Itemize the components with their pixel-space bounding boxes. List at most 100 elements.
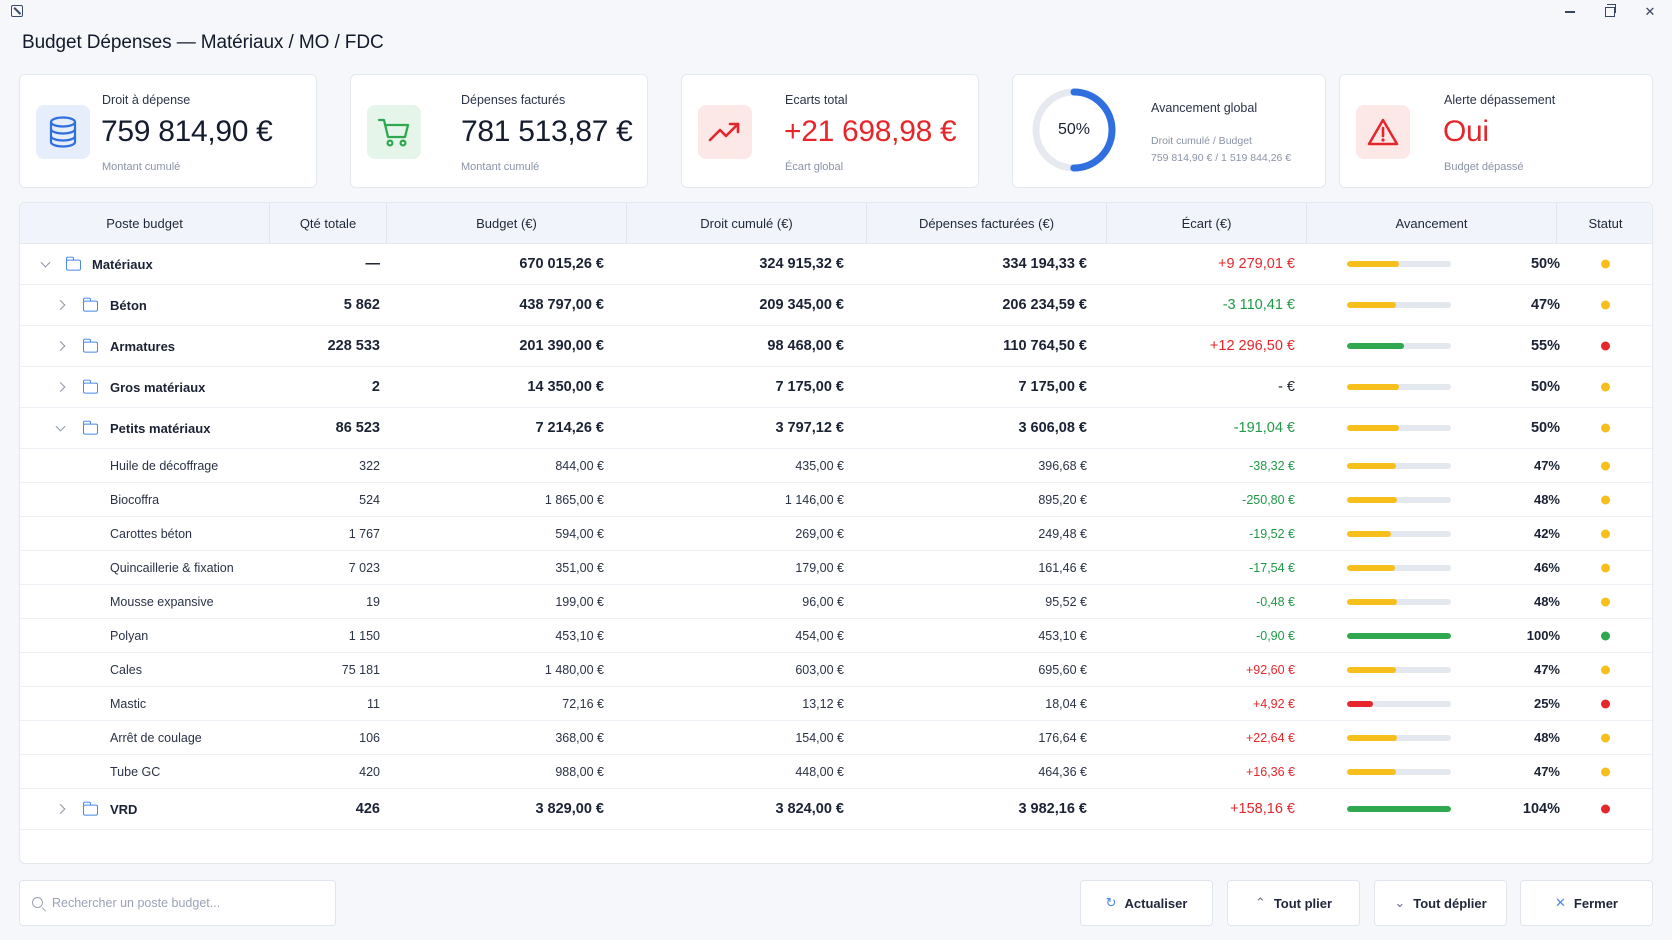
row-droit: 448,00 € — [795, 764, 844, 779]
row-depenses: 7 175,00 € — [1018, 379, 1087, 395]
kpi-value: 781 513,87 € — [461, 115, 633, 148]
row-ecart: -0,48 € — [1256, 594, 1295, 609]
row-budget: 199,00 € — [555, 594, 604, 609]
table-row[interactable]: VRD 426 3 829,00 € 3 824,00 € 3 982,16 € +158… — [20, 789, 1652, 830]
row-ecart: -19,52 € — [1249, 526, 1295, 541]
row-name: Quincaillerie & fixation — [110, 560, 234, 575]
chevron-right-icon[interactable] — [55, 804, 66, 814]
kpi-sub-values: 759 814,90 € / 1 519 844,26 € — [1151, 152, 1292, 164]
progress-bar — [1347, 734, 1451, 741]
window-close-button[interactable]: ✕ — [1636, 2, 1664, 22]
row-budget: 351,00 € — [555, 560, 604, 575]
table-row[interactable]: Armatures 228 533 201 390,00 € 98 468,00 € 1… — [20, 326, 1652, 367]
row-depenses: 464,36 € — [1038, 764, 1087, 779]
progress-fill — [1347, 384, 1399, 390]
refresh-button[interactable]: ↻ Actualiser — [1080, 880, 1213, 926]
collapse-all-button[interactable]: ⌃ Tout plier — [1227, 880, 1360, 926]
chevron-right-icon[interactable] — [55, 382, 66, 392]
status-dot — [1601, 631, 1610, 640]
row-qty: 5 862 — [343, 297, 380, 313]
row-depenses: 895,20 € — [1038, 492, 1087, 507]
collapse-all-label: Tout plier — [1273, 895, 1333, 911]
progress-fill — [1347, 564, 1395, 571]
database-icon — [36, 105, 90, 159]
row-budget: 3 829,00 € — [535, 801, 604, 817]
row-qty: 426 — [355, 801, 380, 817]
kpi-label: Droit à dépense — [102, 93, 191, 107]
restore-button[interactable] — [1596, 2, 1624, 22]
column-header[interactable]: Écart (€) — [1107, 203, 1307, 244]
row-qty: 7 023 — [348, 560, 380, 575]
row-depenses: 3 606,08 € — [1018, 420, 1087, 436]
minimize-icon — [1565, 11, 1575, 13]
table-row[interactable]: Huile de décoffrage 322 844,00 € 435,00 € 39… — [20, 449, 1652, 483]
row-budget: 988,00 € — [555, 764, 604, 779]
table-row[interactable]: Quincaillerie & fixation 7 023 351,00 € 179… — [20, 551, 1652, 585]
row-budget: 1 865,00 € — [544, 492, 604, 507]
kpi-card-avancement: 50% Avancement global Droit cumulé / Bud… — [1012, 74, 1326, 188]
column-header[interactable]: Budget (€) — [387, 203, 627, 244]
column-header[interactable]: Qté totale — [270, 203, 387, 244]
row-depenses: 206 234,59 € — [1002, 297, 1087, 313]
chevron-down-icon[interactable] — [40, 257, 51, 268]
chevron-right-icon[interactable] — [55, 341, 66, 351]
kpi-card-alerte: Alerte dépassement Oui Budget dépassé — [1339, 74, 1653, 188]
status-dot — [1601, 804, 1610, 814]
table-row[interactable]: Carottes béton 1 767 594,00 € 269,00 € 249,4… — [20, 517, 1652, 551]
status-dot — [1601, 259, 1610, 269]
minimize-button[interactable] — [1556, 2, 1584, 22]
chevron-down-icon[interactable] — [55, 421, 66, 432]
close-icon: ✕ — [1555, 895, 1566, 910]
status-dot — [1601, 767, 1610, 776]
table-row[interactable]: Mastic 11 72,16 € 13,12 € 18,04 € +4,92 € 25% — [20, 687, 1652, 721]
table-row[interactable]: Biocoffra 524 1 865,00 € 1 146,00 € 895,20 €… — [20, 483, 1652, 517]
table-row[interactable]: Polyan 1 150 453,10 € 454,00 € 453,10 € -0,90… — [20, 619, 1652, 653]
row-depenses: 110 764,50 € — [1003, 338, 1087, 354]
column-header[interactable]: Avancement — [1307, 203, 1557, 244]
row-ecart: +9 279,01 € — [1217, 256, 1295, 272]
search-input[interactable] — [52, 881, 332, 925]
row-budget: 438 797,00 € — [519, 297, 604, 313]
row-percent: 25% — [1533, 696, 1560, 711]
expand-all-button[interactable]: ⌄ Tout déplier — [1374, 880, 1507, 926]
progress-donut — [1032, 88, 1116, 172]
kpi-label: Ecarts total — [785, 93, 848, 107]
table-row[interactable]: Mousse expansive 19 199,00 € 96,00 € 95,52 €… — [20, 585, 1652, 619]
status-dot — [1601, 563, 1610, 572]
row-percent: 48% — [1533, 730, 1560, 745]
table-row[interactable]: Matériaux — 670 015,26 € 324 915,32 € 334 19… — [20, 244, 1652, 285]
progress-fill — [1347, 700, 1373, 707]
status-dot — [1601, 300, 1610, 310]
row-percent: 46% — [1533, 560, 1560, 575]
close-button[interactable]: ✕ Fermer — [1520, 880, 1653, 926]
search-box[interactable] — [19, 880, 336, 926]
row-percent: 42% — [1533, 526, 1560, 541]
table-row[interactable]: Gros matériaux 2 14 350,00 € 7 175,00 € 7 17… — [20, 367, 1652, 408]
row-depenses: 18,04 € — [1045, 696, 1087, 711]
row-droit: 324 915,32 € — [759, 256, 844, 272]
row-ecart: +92,60 € — [1245, 662, 1295, 677]
refresh-label: Actualiser — [1124, 895, 1188, 911]
donut-percent: 50% — [1057, 121, 1091, 138]
table-row[interactable]: Tube GC 420 988,00 € 448,00 € 464,36 € +16,36… — [20, 755, 1652, 789]
expand-all-label: Tout déplier — [1413, 895, 1487, 911]
row-droit: 3 824,00 € — [775, 801, 844, 817]
column-header[interactable]: Dépenses facturées (€) — [867, 203, 1107, 244]
column-header[interactable]: Poste budget — [20, 203, 270, 244]
table-row[interactable]: Béton 5 862 438 797,00 € 209 345,00 € 206 23… — [20, 285, 1652, 326]
row-depenses: 334 194,33 € — [1002, 256, 1087, 272]
column-header[interactable]: Statut — [1588, 216, 1623, 231]
row-budget: 594,00 € — [555, 526, 604, 541]
row-name: VRD — [110, 801, 138, 817]
row-name: Cales — [110, 662, 142, 677]
chevron-right-icon[interactable] — [55, 300, 66, 310]
row-budget: 1 480,00 € — [544, 662, 604, 677]
column-header[interactable]: Droit cumulé (€) — [627, 203, 867, 244]
close-label: Fermer — [1573, 895, 1618, 911]
table-row[interactable]: Arrêt de coulage 106 368,00 € 154,00 € 176,6… — [20, 721, 1652, 755]
table-row[interactable]: Petits matériaux 86 523 7 214,26 € 3 797,12… — [20, 408, 1652, 449]
table-row[interactable]: Cales 75 181 1 480,00 € 603,00 € 695,60 € +92… — [20, 653, 1652, 687]
status-dot — [1601, 382, 1610, 392]
warning-icon — [1356, 105, 1410, 159]
